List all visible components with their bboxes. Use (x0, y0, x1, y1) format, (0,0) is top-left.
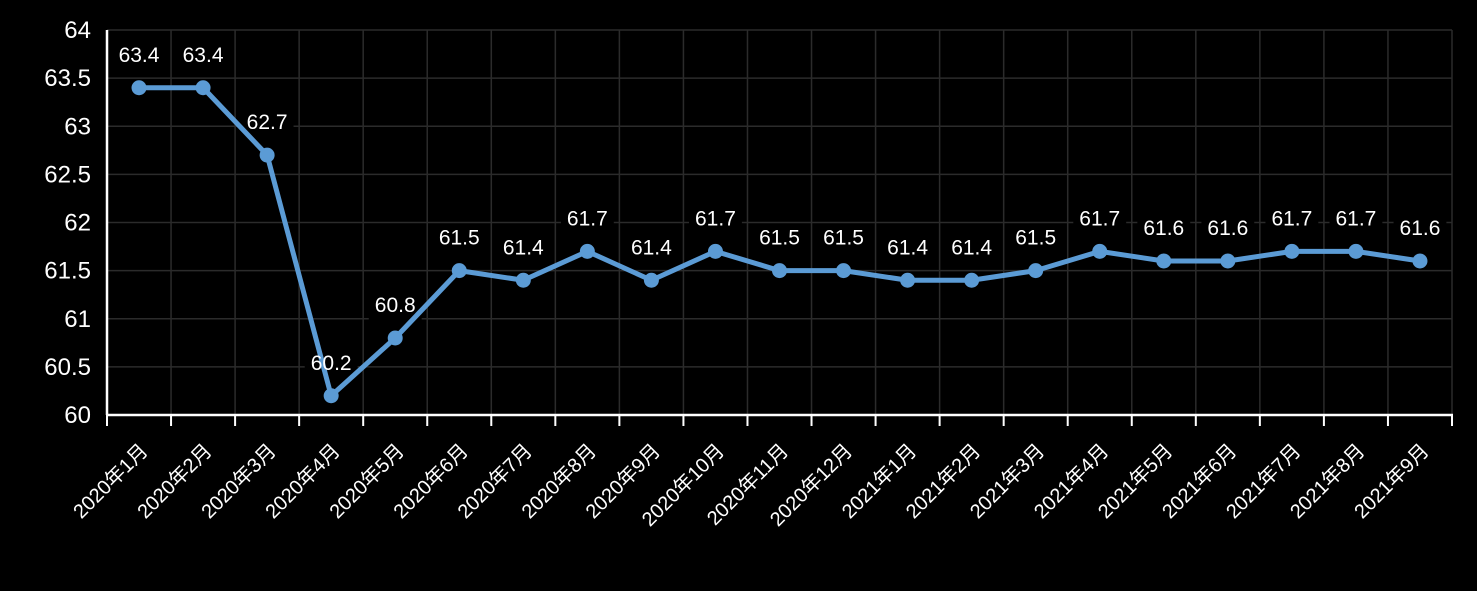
y-tick-label: 61 (64, 306, 91, 333)
data-point-marker (387, 330, 403, 346)
y-tick-label: 60.5 (44, 354, 91, 381)
data-label-bg (689, 204, 742, 234)
data-point-marker (579, 243, 595, 259)
y-tick-label: 63.5 (44, 65, 91, 92)
data-label-bg (1393, 214, 1447, 243)
data-label: 60.2 (311, 352, 352, 375)
data-label: 60.8 (375, 294, 416, 317)
data-series (131, 80, 1428, 404)
data-label: 61.7 (1335, 207, 1376, 230)
data-label-bg (1137, 214, 1191, 243)
y-tick-label: 64 (64, 17, 91, 44)
data-label-bg (753, 223, 806, 253)
data-label: 61.6 (1143, 217, 1184, 240)
data-label-bg (1201, 214, 1255, 243)
data-label: 61.5 (1015, 227, 1056, 250)
data-point-marker (1348, 243, 1364, 259)
data-point-marker (131, 80, 147, 96)
data-label: 61.7 (567, 207, 608, 230)
data-label-bg (817, 223, 870, 253)
data-label-bg (304, 348, 358, 378)
data-label: 61.4 (503, 236, 544, 259)
gridlines (106, 29, 1453, 416)
data-label: 61.5 (439, 227, 480, 250)
data-label-bg (176, 40, 230, 70)
data-label-backgrounds (112, 40, 1447, 378)
data-point-marker (900, 272, 916, 288)
data-label: 61.6 (1207, 217, 1248, 240)
data-label: 61.4 (631, 236, 672, 259)
data-label-bg (624, 233, 679, 263)
data-label: 61.4 (887, 236, 928, 259)
data-point-marker (964, 272, 980, 288)
data-point-marker (707, 243, 723, 259)
data-label-bg (240, 108, 294, 138)
data-label-bg (1073, 204, 1127, 234)
data-label: 61.7 (1271, 207, 1312, 230)
data-label-bg (945, 233, 999, 263)
data-label: 62.7 (247, 111, 288, 134)
data-label-bg (560, 204, 614, 234)
data-point-marker (195, 80, 211, 96)
data-point-marker (1220, 253, 1236, 269)
labels: 6060.56161.56262.56363.5642020年1月2020年2月… (44, 17, 1440, 531)
data-point-marker (836, 263, 852, 279)
data-point-marker (1412, 253, 1428, 269)
data-point-marker (1156, 253, 1172, 269)
data-label-bg (881, 233, 935, 263)
data-label: 63.4 (119, 44, 160, 67)
data-label-bg (368, 291, 422, 320)
data-label-bg (1009, 223, 1063, 253)
axes (105, 30, 1453, 426)
data-point-marker (1284, 243, 1300, 259)
data-point-marker (259, 147, 275, 163)
y-tick-label: 62 (64, 210, 91, 237)
data-point-marker (323, 388, 339, 404)
data-label: 61.5 (823, 227, 864, 250)
y-tick-label: 61.5 (44, 258, 91, 285)
y-tick-label: 62.5 (44, 161, 91, 188)
data-point-marker (643, 272, 659, 288)
data-label: 61.7 (1079, 207, 1120, 230)
y-tick-label: 63 (64, 113, 91, 140)
data-label: 63.4 (183, 44, 224, 67)
data-label: 61.6 (1400, 217, 1441, 240)
data-label-bg (432, 223, 486, 253)
data-point-marker (451, 263, 467, 279)
data-point-marker (772, 263, 787, 279)
data-point-marker (1092, 243, 1108, 259)
data-point-marker (515, 272, 531, 288)
data-label-bg (112, 40, 166, 70)
data-label: 61.4 (951, 236, 992, 259)
data-label-bg (1265, 204, 1319, 234)
data-label-bg (496, 233, 551, 263)
y-tick-label: 60 (64, 402, 91, 429)
data-label-bg (1329, 204, 1383, 234)
data-label: 61.7 (695, 207, 736, 230)
data-point-marker (1028, 263, 1044, 279)
data-label: 61.5 (759, 227, 800, 250)
